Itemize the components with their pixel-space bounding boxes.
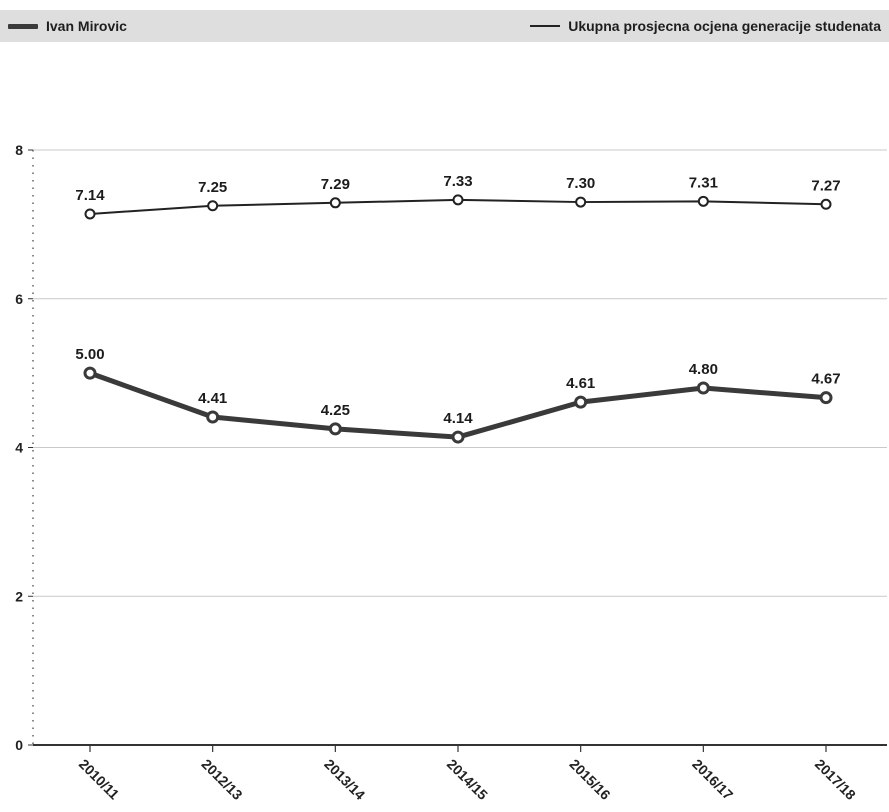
ytick-label-2: 2 — [15, 588, 23, 604]
data-point-s0-4 — [574, 395, 588, 409]
ytick-label-8: 8 — [15, 142, 23, 158]
xtick-label-6: 2017/18 — [812, 756, 859, 803]
data-label-s0-2: 4.25 — [321, 402, 350, 419]
data-label-s1-6: 7.27 — [811, 177, 840, 194]
xtick-label-2: 2013/14 — [321, 756, 368, 803]
data-point-s1-5 — [697, 195, 709, 207]
legend-item-ivan-mirovic: Ivan Mirovic — [8, 10, 127, 42]
ytick-label-4: 4 — [15, 440, 23, 456]
legend-label-generation-average: Ukupna prosjecna ocjena generacije stude… — [568, 18, 881, 34]
data-label-s1-3: 7.33 — [443, 173, 472, 190]
data-point-s0-3 — [451, 430, 465, 444]
xtick-label-5: 2016/17 — [689, 756, 736, 803]
legend-swatch-thick-line — [8, 23, 38, 29]
data-point-s1-3 — [452, 194, 464, 206]
data-point-s1-1 — [207, 200, 219, 212]
xtick-label-3: 2014/15 — [444, 756, 491, 803]
data-label-s0-0: 5.00 — [75, 346, 104, 363]
data-label-s1-0: 7.14 — [75, 187, 105, 204]
data-point-s0-6 — [819, 391, 833, 405]
data-point-s0-2 — [328, 422, 342, 436]
ytick-label-6: 6 — [15, 291, 23, 307]
data-point-s1-0 — [84, 208, 96, 220]
data-label-s0-5: 4.80 — [689, 361, 718, 378]
chart-legend: Ivan Mirovic Ukupna prosjecna ocjena gen… — [0, 10, 889, 42]
legend-item-generation-average: Ukupna prosjecna ocjena generacije stude… — [530, 10, 881, 42]
xtick-label-0: 2010/11 — [76, 756, 123, 803]
xtick-label-4: 2015/16 — [567, 756, 614, 803]
data-point-s0-0 — [83, 366, 97, 380]
legend-label-ivan-mirovic: Ivan Mirovic — [46, 18, 127, 34]
data-label-s0-3: 4.14 — [443, 410, 473, 427]
xtick-label-1: 2012/13 — [199, 756, 246, 803]
data-point-s1-4 — [575, 196, 587, 208]
data-point-s0-1 — [206, 410, 220, 424]
data-label-s1-5: 7.31 — [689, 174, 718, 191]
data-label-s0-4: 4.61 — [566, 375, 595, 392]
data-point-s0-5 — [696, 381, 710, 395]
data-point-s1-2 — [329, 197, 341, 209]
data-label-s1-4: 7.30 — [566, 175, 595, 192]
data-label-s1-2: 7.29 — [321, 176, 350, 193]
data-label-s0-1: 4.41 — [198, 390, 227, 407]
legend-swatch-thin-line — [530, 25, 561, 27]
data-point-s1-6 — [820, 198, 832, 210]
data-label-s1-1: 7.25 — [198, 179, 227, 196]
ytick-label-0: 0 — [15, 737, 23, 753]
data-label-s0-6: 4.67 — [811, 371, 840, 388]
